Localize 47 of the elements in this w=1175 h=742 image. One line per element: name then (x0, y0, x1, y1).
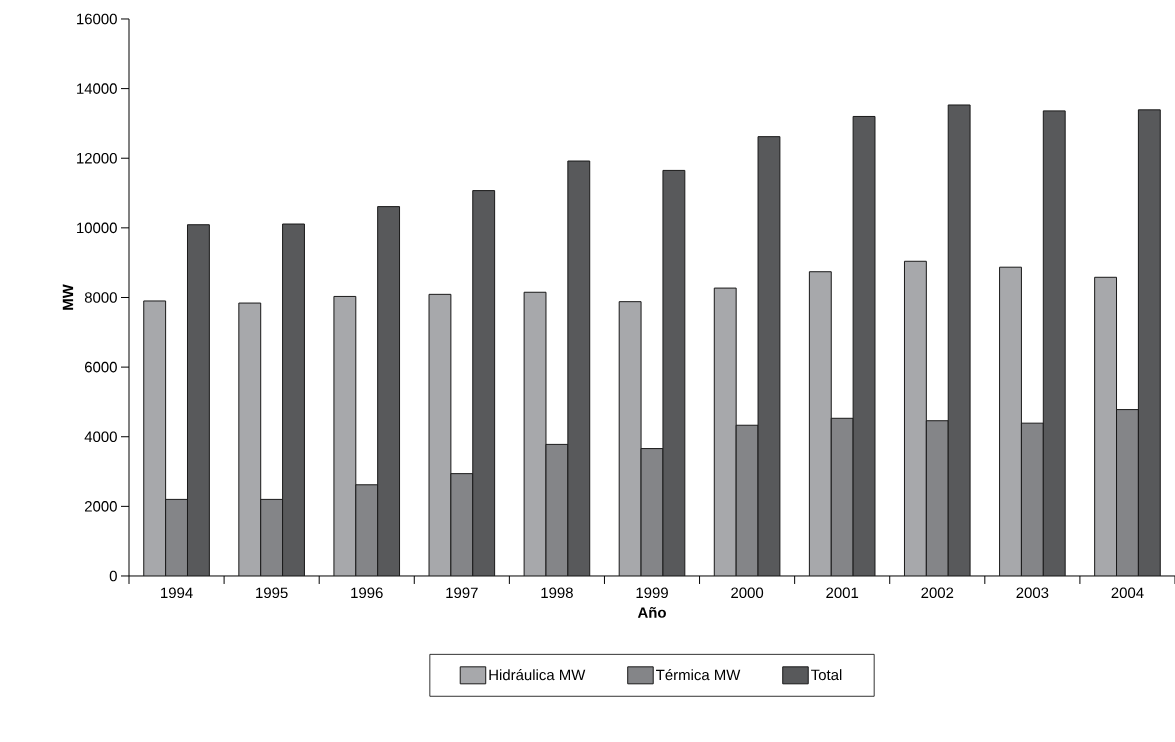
bar (143, 300, 167, 576)
y-tick-label: 12000 (77, 152, 117, 164)
legend-label: Hidráulica MW (489, 669, 586, 681)
y-tick-label: 6000 (85, 361, 117, 373)
x-tick-label: 1995 (256, 587, 288, 599)
bar (662, 169, 686, 576)
bar (852, 115, 876, 576)
bar (757, 136, 781, 576)
bar (713, 287, 737, 576)
x-tick-label: 2003 (1016, 587, 1049, 599)
x-axis-title: Año (637, 606, 666, 618)
bar (282, 223, 305, 576)
y-tick-label: 10000 (77, 222, 117, 234)
bar (523, 291, 547, 576)
bar (472, 190, 496, 576)
bar (999, 266, 1022, 576)
bar (238, 302, 262, 576)
x-tick-label: 2002 (921, 587, 954, 599)
bar (428, 293, 452, 576)
x-tick-label: 1994 (161, 587, 193, 599)
y-axis-title: MW (62, 284, 74, 310)
y-tick-label: 4000 (84, 431, 117, 443)
legend-label: Térmica MW (656, 669, 741, 681)
y-tick-label: 2000 (84, 501, 117, 512)
y-tick-label: 0 (109, 570, 117, 582)
x-tick-label: 2004 (1111, 587, 1144, 599)
x-tick-label: 1997 (446, 587, 478, 599)
y-tick-label: 16000 (77, 13, 117, 25)
x-tick-label: 1996 (351, 587, 383, 599)
bar (333, 295, 357, 576)
bar (618, 301, 642, 576)
y-tick-label: 14000 (77, 83, 117, 94)
x-tick-label: 1998 (541, 587, 573, 599)
bar (903, 260, 927, 576)
bar (947, 104, 971, 576)
bar (186, 224, 210, 576)
bar (377, 206, 401, 576)
legend-label: Total (811, 669, 842, 681)
x-tick-label: 1999 (636, 587, 668, 599)
x-tick-label: 2001 (826, 587, 859, 599)
bar (1042, 110, 1066, 576)
x-tick-label: 2000 (731, 587, 764, 599)
bar (1137, 109, 1161, 576)
bar (567, 160, 591, 576)
bar (808, 271, 832, 576)
y-tick-label: 8000 (84, 292, 117, 303)
bar (1094, 276, 1118, 576)
